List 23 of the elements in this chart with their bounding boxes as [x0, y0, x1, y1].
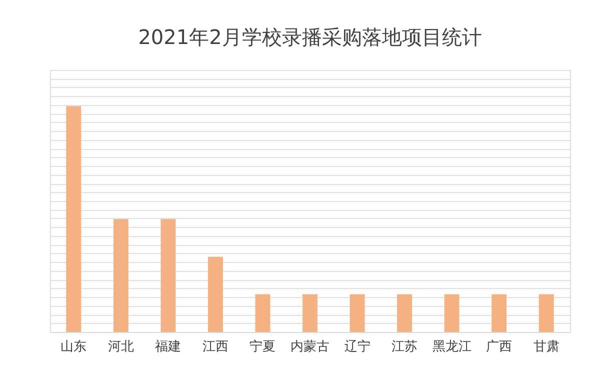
bar: [66, 106, 82, 332]
x-tick-label: 黑龙江: [432, 340, 472, 354]
x-tick-label: 宁夏: [250, 338, 276, 354]
chart-title: 2021年2月学校录播采购落地项目统计: [138, 25, 482, 49]
x-tick-label: 江西: [202, 340, 228, 354]
bar: [492, 294, 507, 332]
bar: [444, 294, 460, 332]
x-tick-label: 福建: [155, 340, 182, 354]
bar: [350, 294, 365, 332]
bar: [208, 256, 223, 332]
bar: [397, 294, 412, 332]
x-tick-label: 辽宁: [344, 338, 370, 354]
x-tick-label: 河北: [108, 340, 134, 354]
bar: [302, 294, 318, 332]
bar: [160, 219, 176, 332]
x-tick-label: 江苏: [392, 340, 418, 354]
bar: [538, 294, 554, 332]
x-tick-label: 山东: [60, 340, 87, 354]
x-tick-label: 广西: [486, 340, 512, 354]
bar: [113, 219, 128, 332]
x-tick-label: 甘肃: [533, 340, 560, 354]
x-tick-label: 内蒙古: [290, 340, 330, 354]
bar: [255, 294, 270, 332]
